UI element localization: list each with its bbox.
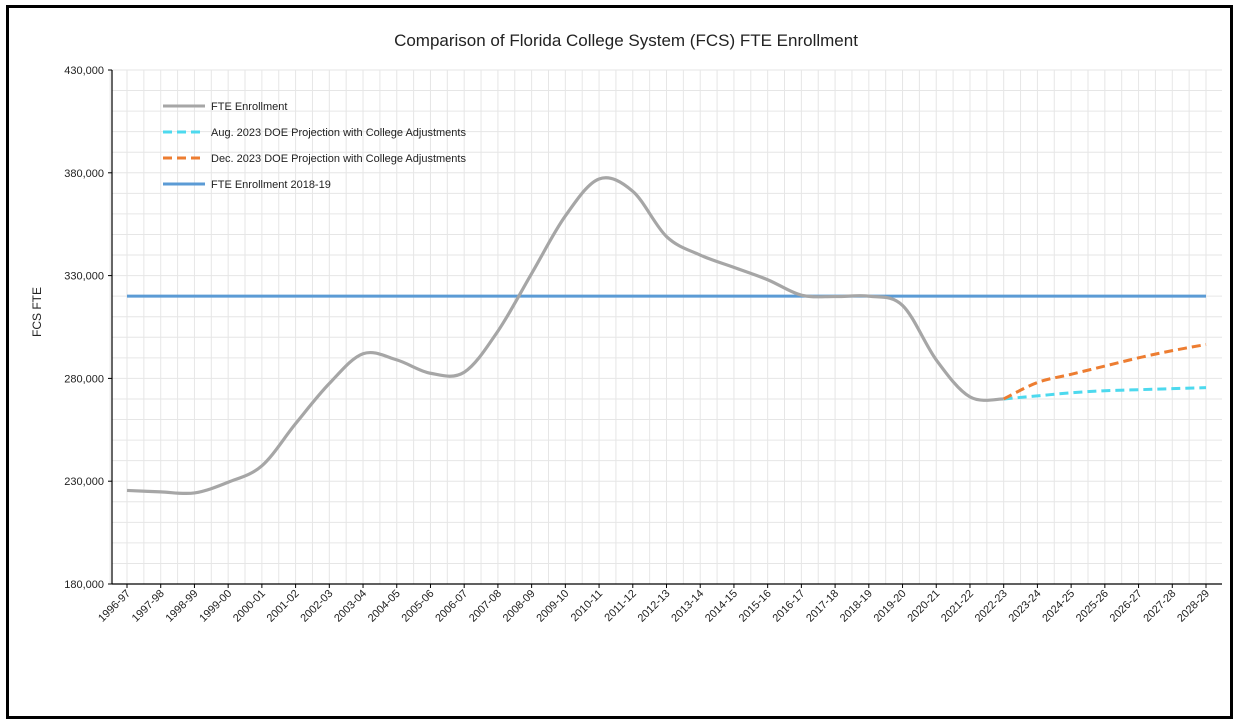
x-tick-label: 2000-01	[231, 588, 268, 625]
x-tick-label: 2017-18	[804, 588, 841, 625]
y-tick-label: 230,000	[64, 476, 104, 488]
x-tick-label: 2018-19	[838, 588, 875, 625]
x-tick-label: 2004-05	[366, 588, 403, 625]
x-tick-label: 2025-26	[1074, 588, 1111, 625]
y-tick-label: 330,000	[64, 271, 104, 283]
series	[126, 176, 1207, 496]
x-tick-label: 1998-99	[164, 588, 201, 625]
x-tick-labels: 1996-971997-981998-991999-002000-012001-…	[96, 588, 1212, 625]
x-tick-label: 2028-29	[1175, 588, 1212, 625]
legend-label: Aug. 2023 DOE Projection with College Ad…	[211, 127, 466, 139]
chart-frame	[6, 5, 1233, 719]
x-tick-label: 2001-02	[265, 588, 302, 625]
series-line-2	[1003, 386, 1207, 401]
y-tick-label: 380,000	[64, 168, 104, 180]
axes	[108, 69, 1222, 588]
x-tick-label: 2008-09	[501, 588, 538, 625]
x-tick-label: 2027-28	[1141, 588, 1178, 625]
chart-title: Comparison of Florida College System (FC…	[394, 31, 858, 50]
legend-label: FTE Enrollment	[211, 101, 287, 113]
x-tick-label: 2010-11	[569, 588, 605, 624]
legend-label: FTE Enrollment 2018-19	[211, 179, 331, 191]
x-tick-label: 2002-03	[298, 588, 335, 625]
x-tick-label: 2015-16	[737, 588, 774, 625]
y-axis-label: FCS FTE	[30, 287, 44, 337]
x-tick-label: 2014-15	[703, 588, 740, 625]
grid	[109, 69, 1222, 584]
x-tick-label: 2020-21	[905, 588, 942, 625]
x-tick-label: 2019-20	[872, 588, 909, 625]
series-line-3	[1003, 343, 1207, 401]
x-tick-label: 2021-22	[939, 588, 976, 625]
x-tick-label: 2006-07	[433, 588, 470, 625]
x-tick-label: 2026-27	[1108, 588, 1145, 625]
x-tick-label: 2005-06	[400, 588, 437, 625]
x-tick-label: 2013-14	[669, 588, 706, 625]
legend-label: Dec. 2023 DOE Projection with College Ad…	[211, 153, 466, 165]
x-tick-label: 1996-97	[96, 588, 133, 625]
x-tick-label: 2024-25	[1040, 588, 1077, 625]
series-line-1	[126, 176, 1004, 496]
x-tick-label: 2022-23	[973, 588, 1010, 625]
x-tick-label: 1999-00	[197, 588, 234, 625]
x-tick-label: 2011-12	[602, 588, 638, 624]
x-tick-label: 2003-04	[332, 588, 369, 625]
x-tick-label: 1997-98	[130, 588, 167, 625]
x-tick-label: 2007-08	[467, 588, 504, 625]
x-tick-label: 2012-13	[636, 588, 673, 625]
y-tick-labels: 180,000 230,000 280,000 330,000 380,000 430,0…	[64, 65, 104, 591]
y-tick-label: 280,000	[64, 373, 104, 385]
x-tick-label: 2023-24	[1006, 588, 1043, 625]
y-tick-label: 180,000	[64, 579, 104, 591]
x-tick-label: 2016-17	[770, 588, 807, 625]
x-tick-label: 2009-10	[534, 588, 571, 625]
y-tick-label: 430,000	[64, 65, 104, 77]
legend: FTE Enrollment Aug. 2023 DOE Projection w…	[163, 101, 466, 191]
